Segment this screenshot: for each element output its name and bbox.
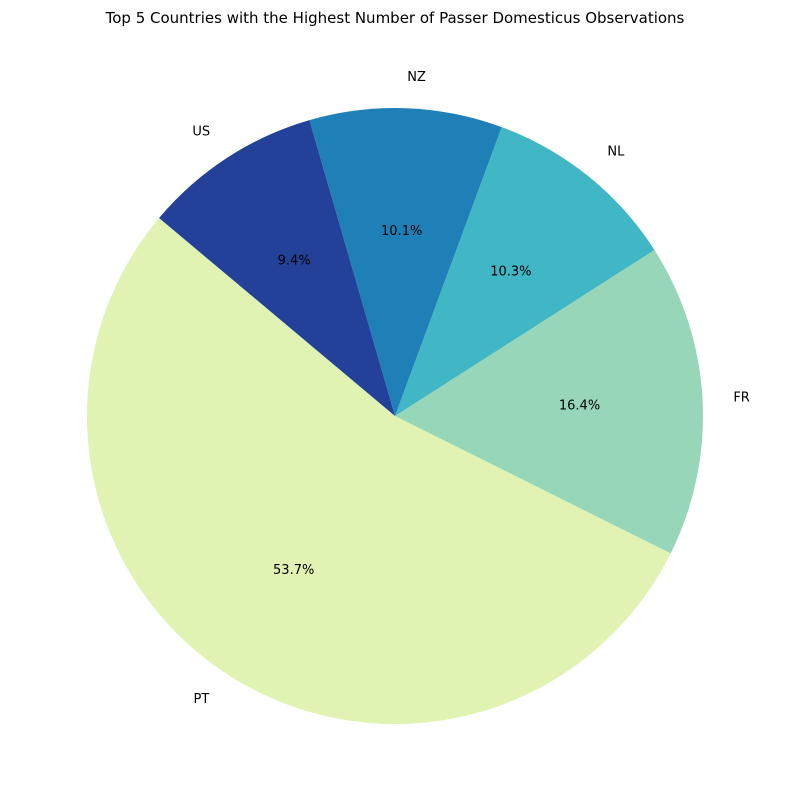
pie-labels: 53.7% PT 16.4% FR 10.3% NL 10.1% NZ 9.4% US: [192, 70, 749, 707]
slice-label-pt: PT: [193, 692, 209, 707]
pct-label-nz: 10.1%: [381, 224, 422, 239]
slice-label-fr: FR: [733, 390, 750, 405]
pct-label-pt: 53.7%: [273, 563, 314, 578]
pie-slice-pt: [86, 218, 671, 725]
slice-label-nl: NL: [607, 145, 625, 160]
slice-label-nz: NZ: [407, 70, 426, 85]
pie-slice-us: [159, 120, 395, 417]
slice-label-us: US: [192, 125, 210, 140]
chart-title: Top 5 Countries with the Highest Number …: [105, 9, 685, 27]
pie-slice-fr: [395, 250, 703, 554]
pct-label-us: 9.4%: [278, 254, 311, 269]
pie-slices: [86, 107, 703, 725]
pie-slice-nl: [395, 127, 655, 416]
pct-label-fr: 16.4%: [559, 399, 600, 414]
pct-label-nl: 10.3%: [490, 265, 531, 280]
pie-slice-nz: [309, 107, 502, 417]
